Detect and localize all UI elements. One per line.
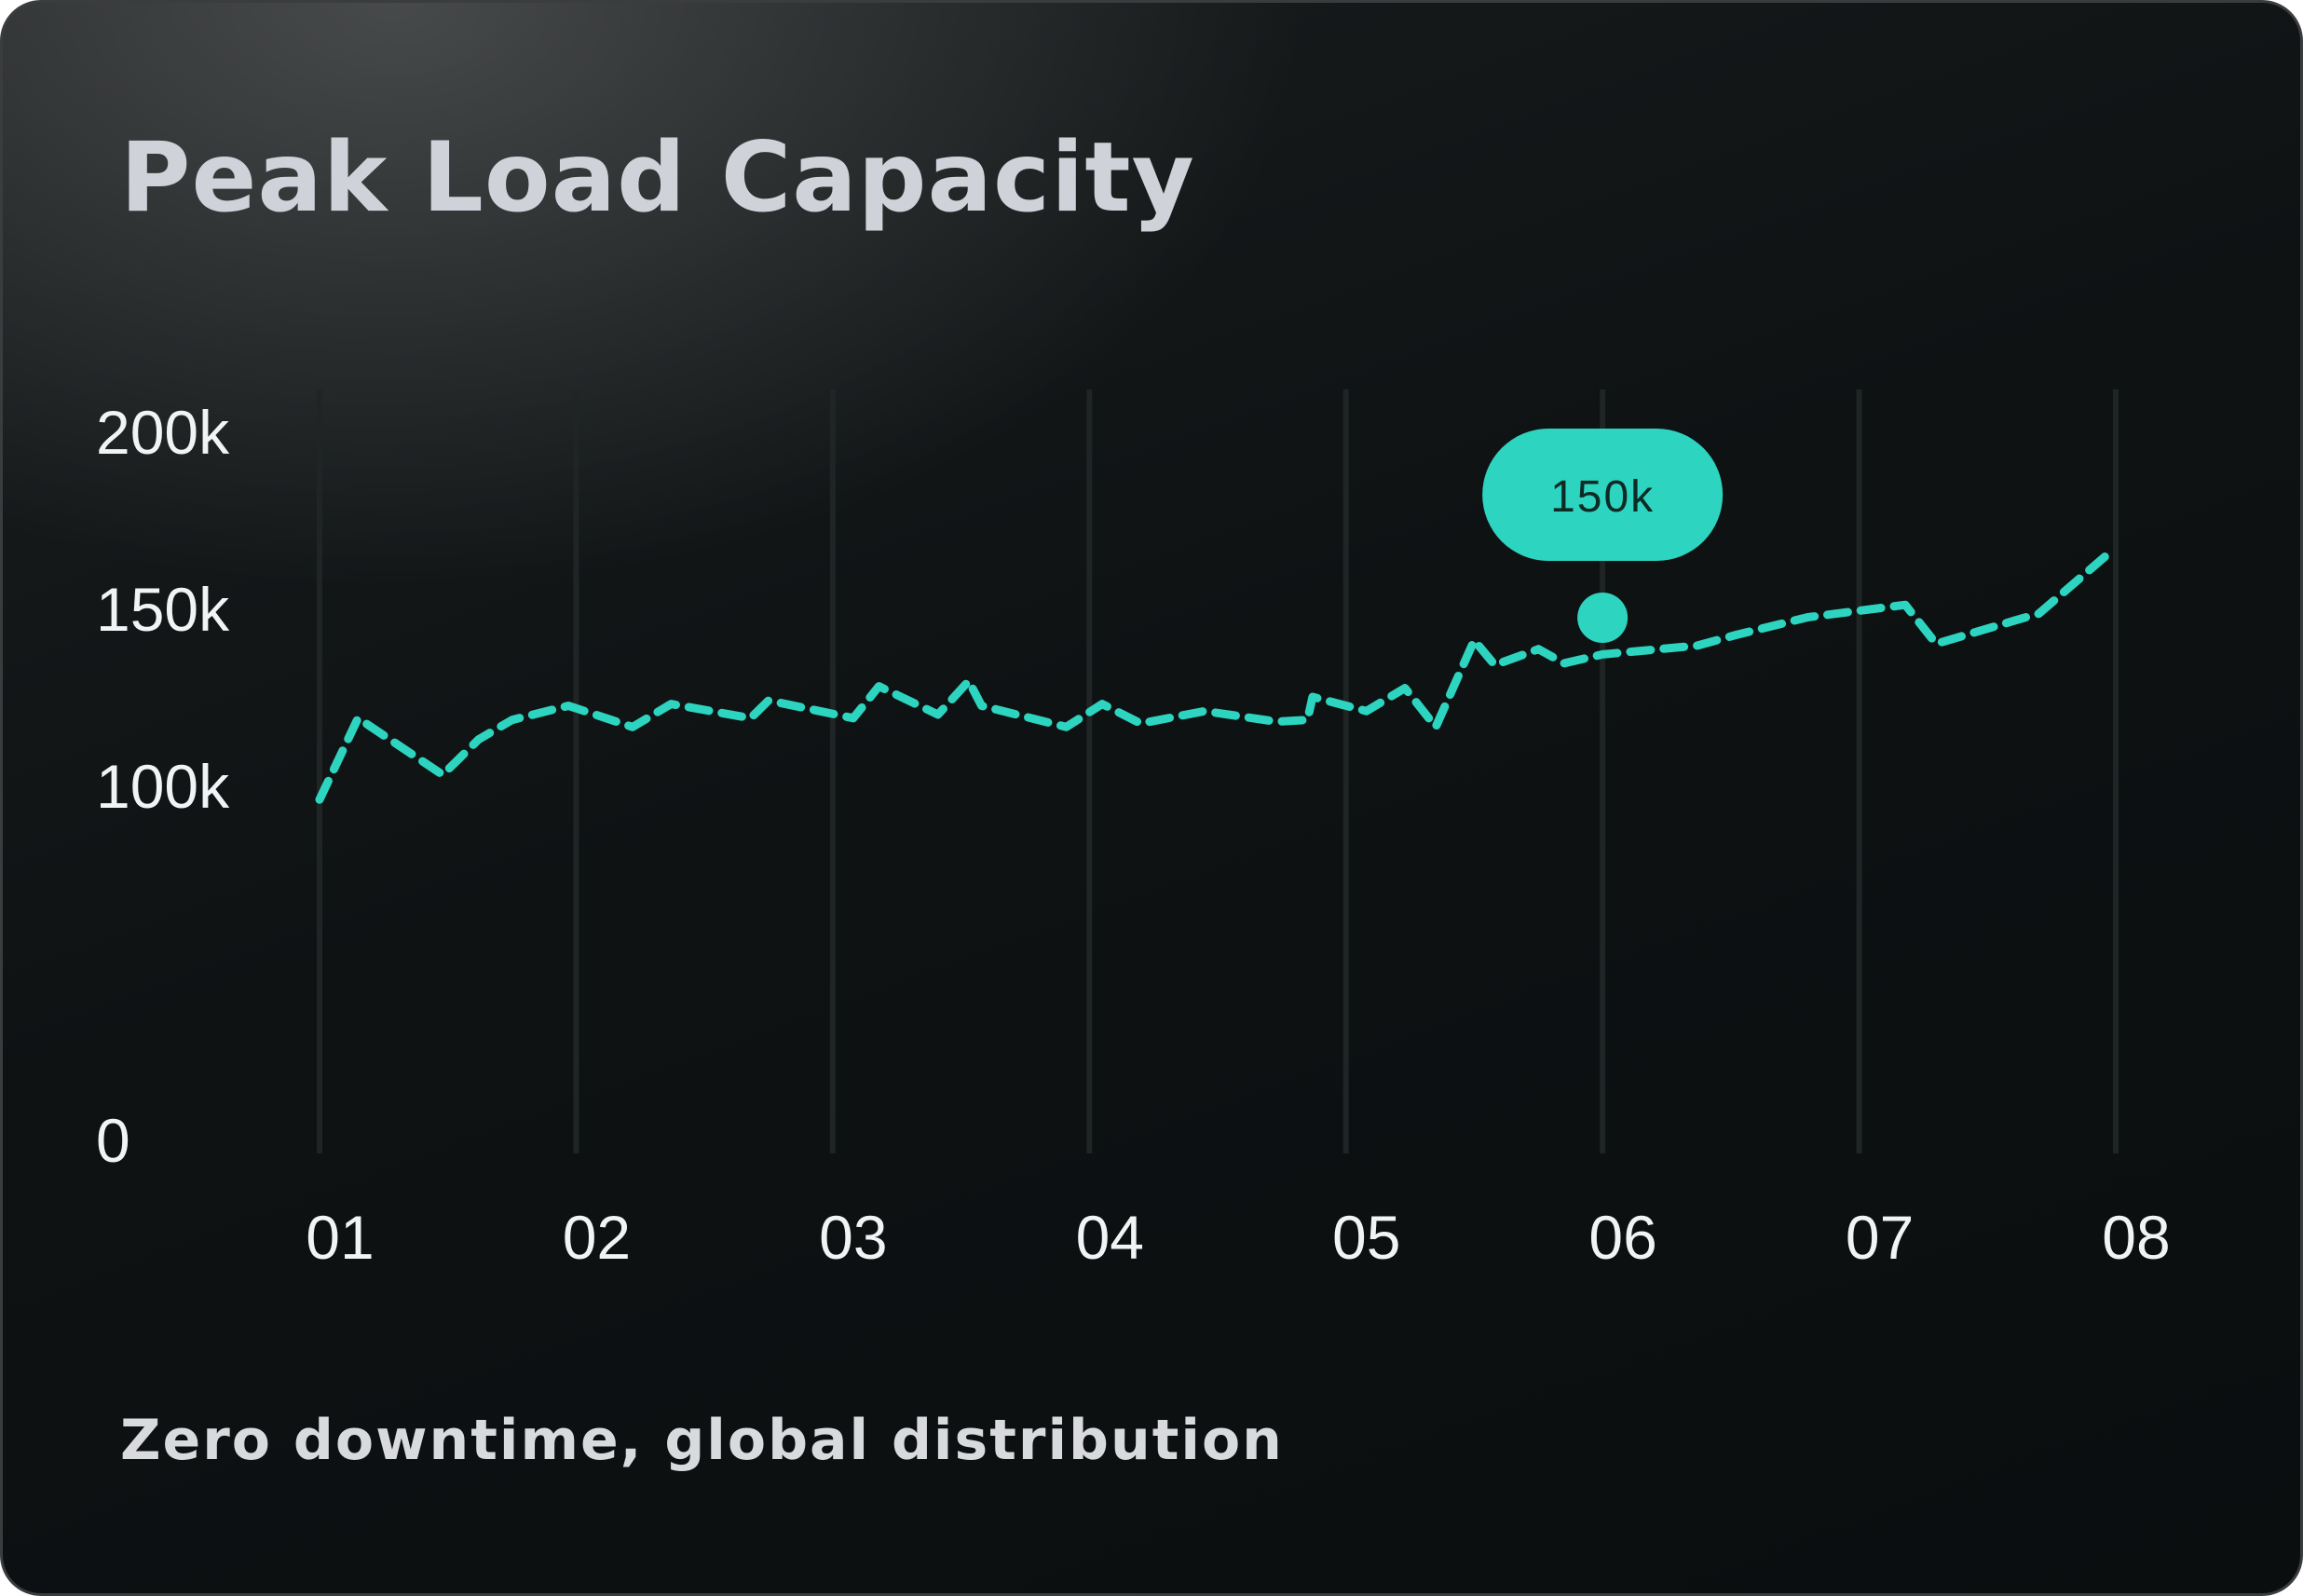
x-tick-label: 04 (1076, 1203, 1144, 1272)
x-axis-ticks: 01 02 03 04 05 06 07 08 (306, 1203, 2170, 1272)
y-tick-label: 100k (96, 752, 230, 821)
x-tick-label: 02 (563, 1203, 631, 1272)
x-tick-label: 01 (306, 1203, 374, 1272)
value-tooltip (1482, 429, 1724, 561)
x-tick-label: 07 (1846, 1203, 1914, 1272)
y-tick-label: 150k (96, 575, 230, 644)
x-tick-label: 05 (1332, 1203, 1400, 1272)
gridlines (317, 389, 2119, 1153)
highlight-point (1577, 593, 1628, 643)
x-tick-label: 03 (819, 1203, 887, 1272)
line-chart: 0 100k 150k 200k 01 02 03 04 05 06 07 08 150k (96, 389, 2171, 1272)
y-axis-ticks: 0 100k 150k 200k (96, 398, 230, 1175)
series-layer (315, 547, 2115, 804)
y-tick-label: 0 (96, 1106, 130, 1175)
y-tick-label: 200k (96, 398, 230, 467)
x-tick-label: 08 (2102, 1203, 2170, 1272)
series-line (315, 547, 2115, 804)
chart-caption: Zero downtime, global distribution (120, 1408, 1284, 1473)
highlight-layer: 150k (1482, 429, 1724, 643)
x-tick-label: 06 (1588, 1203, 1656, 1272)
value-tooltip-label: 150k (1550, 472, 1655, 522)
chart-title: Peak Load Capacity (120, 122, 1195, 234)
